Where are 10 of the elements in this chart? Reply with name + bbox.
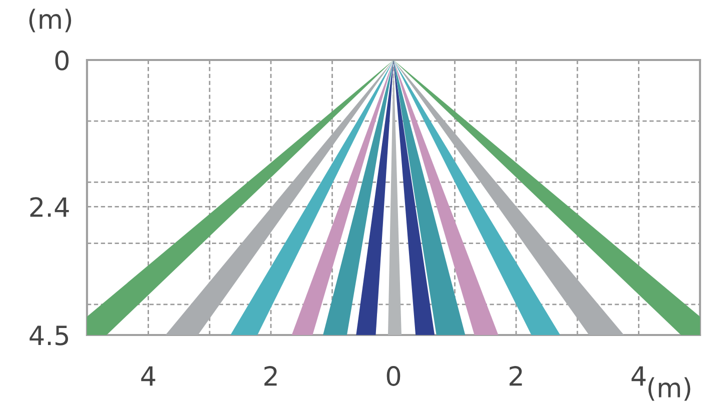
y-tick-label: 0 <box>55 50 69 70</box>
y-tick-label: 2.4 <box>30 197 69 217</box>
x-tick-label: 0 <box>386 366 400 386</box>
y-axis-title: (m) <box>29 8 72 32</box>
x-tick-label: 4 <box>141 366 156 386</box>
x-tick-label: 4 <box>632 366 646 386</box>
x-tick-label: 2 <box>510 366 522 386</box>
x-axis-title: (m) <box>648 377 690 401</box>
y-tick-label: 4.5 <box>30 326 68 346</box>
x-tick-label: 2 <box>264 366 277 386</box>
